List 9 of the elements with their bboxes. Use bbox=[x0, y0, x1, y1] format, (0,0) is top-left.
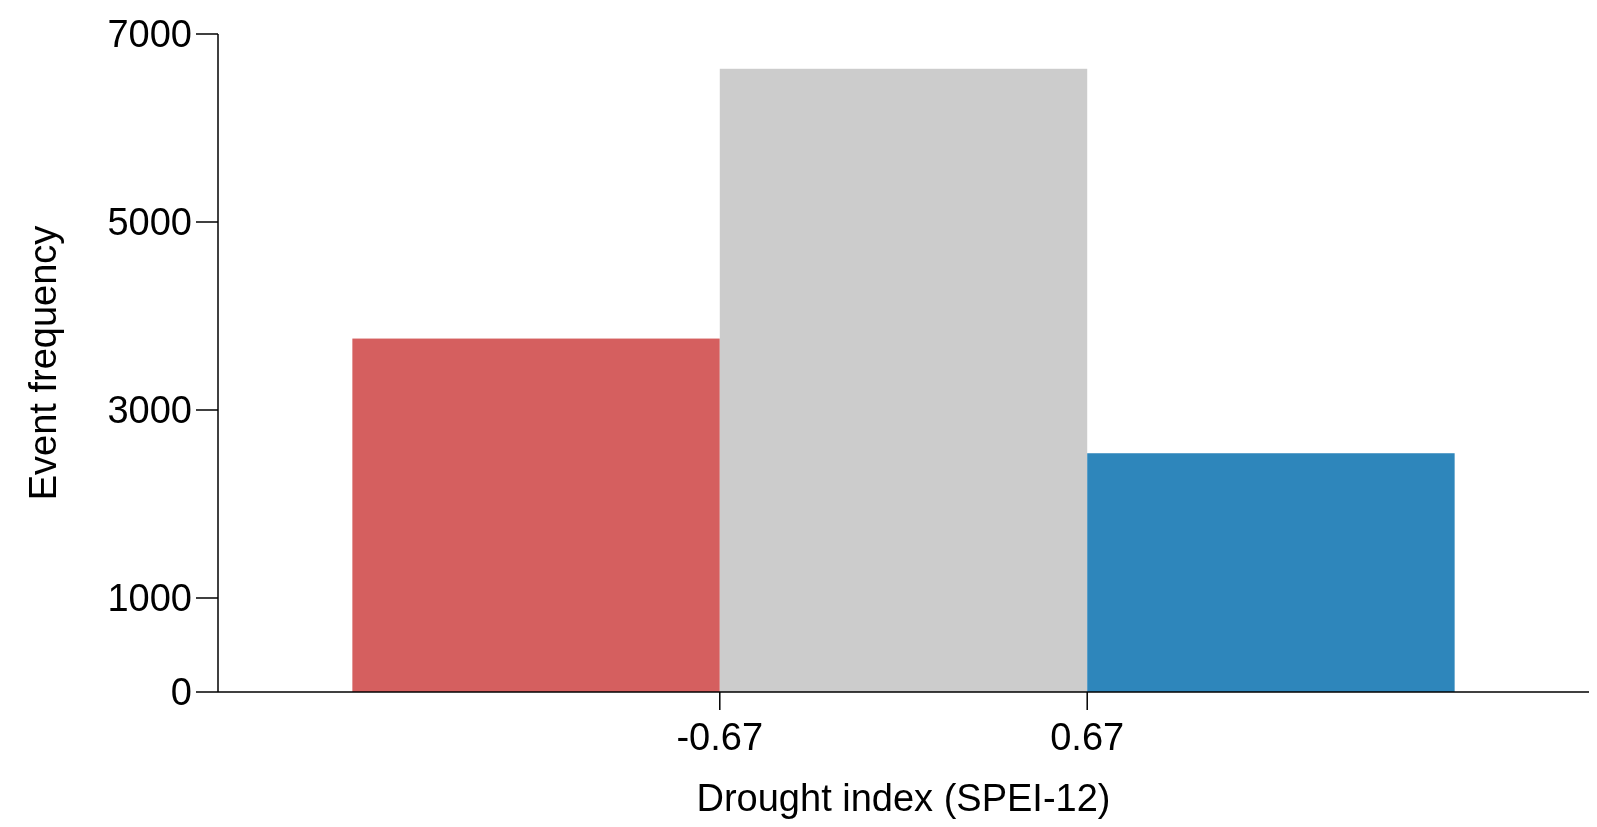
y-tick-label: 7000 bbox=[107, 13, 192, 55]
x-tick-label: -0.67 bbox=[676, 716, 764, 758]
x-tick-label: 0.67 bbox=[1050, 716, 1125, 758]
y-tick-label: 3000 bbox=[107, 389, 192, 431]
y-tick-label: 5000 bbox=[107, 201, 192, 243]
y-tick-label: 1000 bbox=[107, 577, 192, 619]
y-axis-title: Event frequency bbox=[22, 225, 64, 501]
y-tick-label: 0 bbox=[170, 671, 192, 713]
x-axis-title: Drought index (SPEI-12) bbox=[696, 777, 1111, 819]
